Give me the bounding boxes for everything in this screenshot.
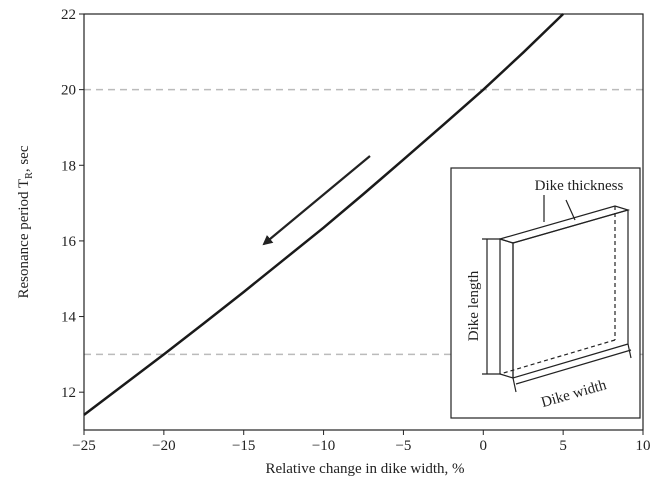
x-tick-label: 10 (636, 438, 651, 454)
x-tick-label: −20 (152, 438, 175, 454)
x-axis-label: Relative change in dike width, % (265, 461, 464, 477)
x-tick-label: −5 (395, 438, 411, 454)
y-label-sub: R (24, 172, 35, 179)
y-tick-label: 18 (61, 158, 76, 174)
y-label-text: Resonance period T (16, 179, 32, 299)
x-tick-label: −10 (312, 438, 335, 454)
y-tick-label: 12 (61, 385, 76, 401)
inset (450, 167, 641, 419)
x-tick-label: 5 (559, 438, 567, 454)
y-label-tail: , sec (16, 145, 32, 172)
annotation: Dike length (466, 270, 482, 341)
plot-frame (83, 13, 644, 431)
annotation: Dike thickness (535, 178, 624, 194)
arrow (262, 155, 371, 246)
x-tick-label: −25 (72, 438, 95, 454)
x-tick-label: −15 (232, 438, 255, 454)
data-line (83, 13, 565, 416)
x-tick-label: 0 (480, 438, 488, 454)
y-axis-label: Resonance period TR, sec (16, 145, 35, 298)
y-tick-label: 14 (61, 310, 77, 326)
y-tick-label: 16 (61, 234, 77, 250)
y-tick-label: 20 (61, 83, 76, 99)
y-tick-label: 22 (61, 7, 76, 23)
